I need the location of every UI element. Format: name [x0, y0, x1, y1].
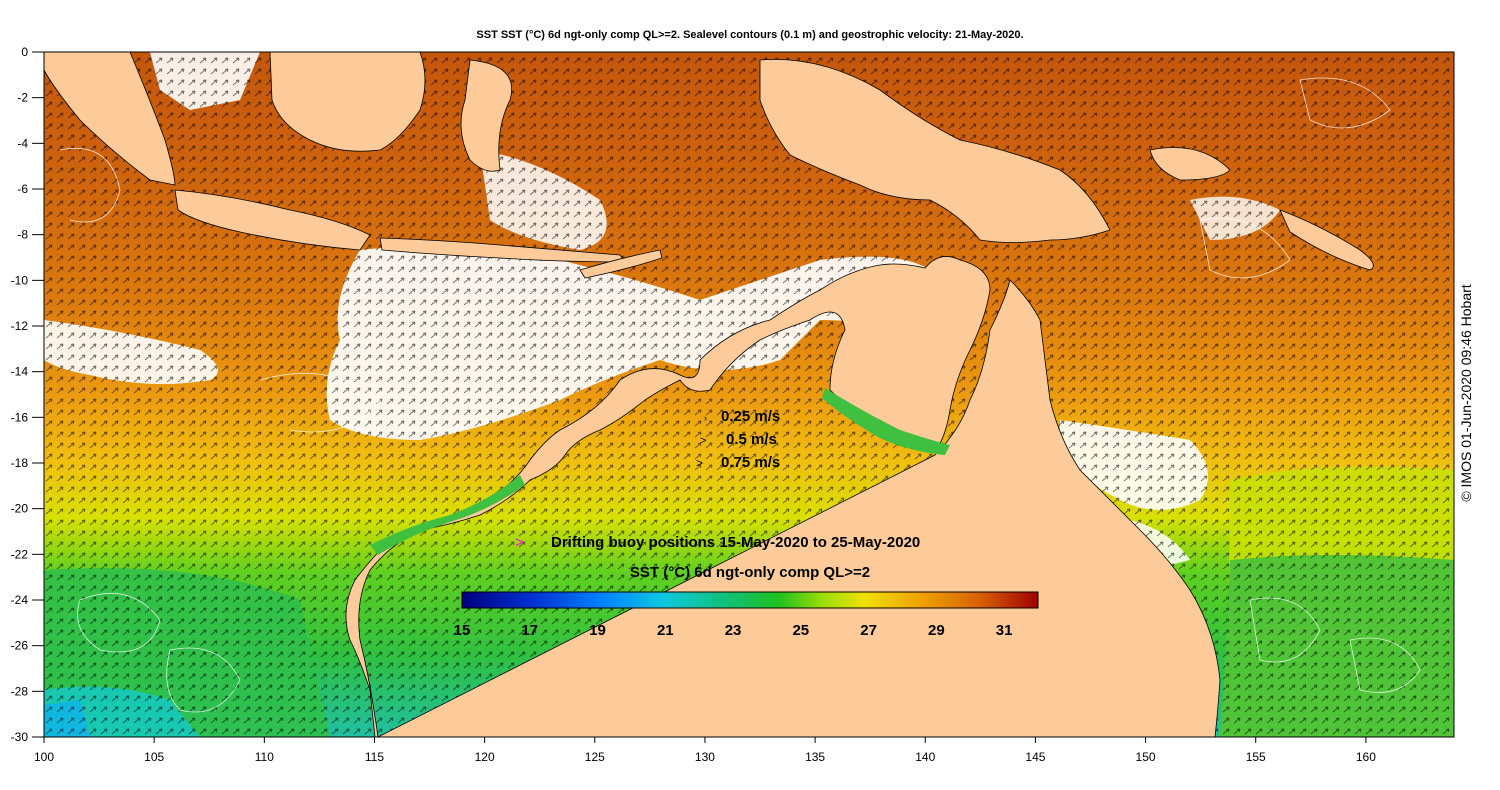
- y-tick-label: -28: [11, 684, 29, 698]
- y-tick-label: -26: [11, 639, 29, 653]
- x-tick-label: 135: [805, 750, 825, 764]
- x-tick-label: 115: [365, 750, 384, 764]
- chart-title: SST SST (°C) 6d ngt-only comp QL>=2. Sea…: [476, 29, 1024, 41]
- colorbar-tick-label: 31: [996, 622, 1013, 639]
- buoy-symbol: >: [515, 534, 524, 551]
- y-tick-label: 0: [21, 45, 28, 59]
- x-tick-label: 100: [34, 750, 54, 764]
- velocity-arrow-small: ›: [704, 413, 707, 423]
- velocity-legend-item: 0.5 m/s: [726, 431, 777, 448]
- colorbar-tick-label: 21: [657, 622, 674, 639]
- land-timor: [579, 249, 663, 279]
- y-tick-label: -12: [11, 319, 29, 333]
- colorbar-tick-label: 25: [792, 622, 809, 639]
- y-tick-label: -24: [11, 593, 29, 607]
- y-tick-label: -18: [11, 456, 29, 470]
- y-tick-label: -22: [11, 547, 29, 561]
- colorbar-tick-label: 17: [521, 622, 538, 639]
- colorbar-gradient: [461, 591, 1039, 609]
- x-tick-label: 145: [1025, 750, 1045, 764]
- land-sulawesi: [460, 59, 512, 172]
- land-java: [174, 189, 371, 251]
- land-masses: [44, 52, 1374, 737]
- buoy-legend-label: Drifting buoy positions 15-May-2020 to 2…: [551, 534, 920, 551]
- y-tick-label: -30: [11, 730, 29, 744]
- x-tick-label: 120: [475, 750, 495, 764]
- land-borneo: [269, 52, 426, 152]
- buoy-legend: > Drifting buoy positions 15-May-2020 to…: [515, 534, 920, 551]
- x-tick-label: 130: [695, 750, 715, 764]
- colorbar-tick-label: 15: [454, 622, 471, 639]
- velocity-arrow-large: >: [696, 456, 703, 470]
- colorbar: SST (°C) 6d ngt-only comp QL>=2 15 17 19 21…: [454, 564, 1039, 639]
- y-tick-label: -20: [11, 502, 29, 516]
- velocity-legend-item: 0.75 m/s: [721, 454, 780, 471]
- x-axis: 100 105 110 115 120 125 130 135 140 145 150 155 160: [34, 737, 1376, 764]
- x-tick-label: 105: [144, 750, 164, 764]
- colorbar-tick-label: 29: [928, 622, 945, 639]
- y-tick-label: -16: [11, 410, 29, 424]
- coastal-cool-strips: [370, 388, 950, 555]
- y-tick-label: -14: [11, 365, 29, 379]
- x-tick-label: 140: [915, 750, 935, 764]
- y-tick-label: -10: [11, 273, 29, 287]
- land-australia: [345, 256, 1221, 737]
- plot-frame: [43, 51, 1455, 738]
- land-solomons: [1279, 209, 1374, 271]
- x-tick-label: 125: [585, 750, 605, 764]
- velocity-legend-item: 0.25 m/s: [721, 408, 780, 425]
- colorbar-ticks: 15 17 19 21 23 25 27 29 31: [454, 622, 1013, 639]
- land-new-britain: [1149, 147, 1231, 181]
- colorbar-tick-label: 23: [725, 622, 742, 639]
- y-axis: 0 -2 -4 -6 -8 -10 -12 -14 -16 -18 -20 -22 -24 -26 -28 -…: [11, 45, 44, 744]
- y-tick-label: -2: [17, 91, 28, 105]
- x-tick-label: 150: [1136, 750, 1156, 764]
- y-tick-label: -6: [17, 182, 28, 196]
- land-sumatra: [44, 52, 176, 186]
- colorbar-tick-label: 27: [860, 622, 877, 639]
- y-tick-label: -8: [17, 228, 28, 242]
- x-tick-label: 155: [1246, 750, 1266, 764]
- sealevel-contours: [59, 77, 1421, 713]
- x-tick-label: 160: [1356, 750, 1376, 764]
- colorbar-title: SST (°C) 6d ngt-only comp QL>=2: [630, 564, 870, 581]
- colorbar-tick-label: 19: [589, 622, 606, 639]
- land-new-guinea: [759, 59, 1111, 243]
- velocity-arrow-medium: >: [700, 435, 706, 447]
- velocity-legend: › 0.25 m/s > 0.5 m/s > 0.75 m/s: [696, 408, 780, 471]
- y-tick-label: -4: [17, 136, 28, 150]
- x-tick-label: 110: [255, 750, 274, 764]
